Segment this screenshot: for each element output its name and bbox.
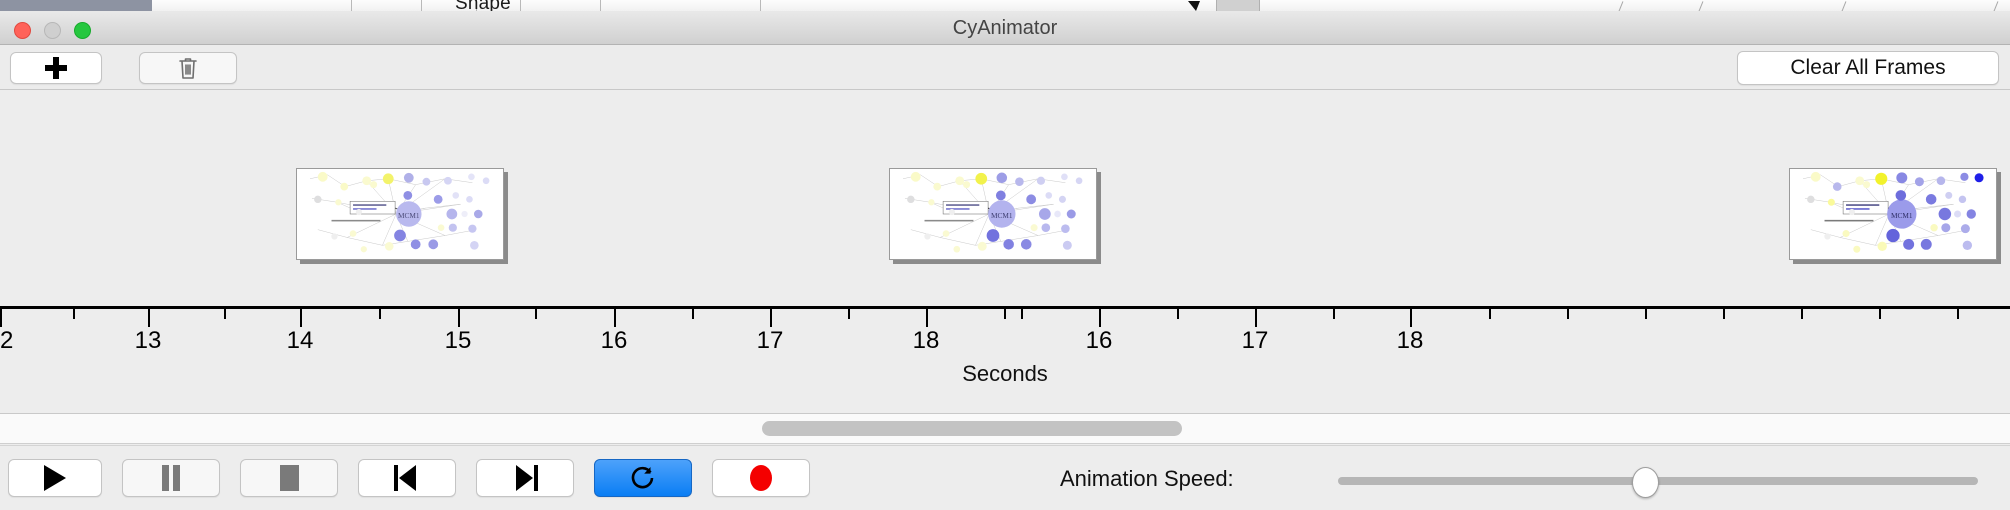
- pause-button[interactable]: [122, 459, 220, 497]
- svg-text:MCM1: MCM1: [398, 211, 420, 220]
- svg-text:MCM1: MCM1: [991, 211, 1013, 220]
- clear-all-frames-button[interactable]: Clear All Frames: [1737, 51, 1999, 85]
- axis-tick: [0, 309, 2, 327]
- network-graph-preview: MCM1: [902, 171, 1083, 253]
- axis-tick: [1255, 309, 1257, 327]
- stop-button[interactable]: [240, 459, 338, 497]
- background-toolbar-segment: [601, 0, 761, 11]
- background-toolbar-segment: [352, 0, 422, 11]
- axis-tick: [1723, 309, 1725, 319]
- title-bar: CyAnimator: [0, 11, 2010, 45]
- axis-tick: [1333, 309, 1335, 319]
- axis-tick-label: 13: [134, 327, 162, 354]
- stop-icon: [279, 465, 299, 491]
- play-button[interactable]: [8, 459, 102, 497]
- background-divider: [1840, 1, 1847, 11]
- axis-tick: [1957, 309, 1959, 319]
- skip-forward-icon: [512, 465, 538, 491]
- pause-icon: [160, 465, 182, 491]
- background-divider: [1617, 1, 1624, 11]
- axis-tick: [224, 309, 226, 319]
- axis-tick: [1567, 309, 1569, 319]
- axis-tick: [1879, 309, 1881, 319]
- frame-toolbar: Clear All Frames: [0, 45, 2010, 90]
- playback-bar: Animation Speed:: [0, 445, 2010, 510]
- previous-frame-button[interactable]: [358, 459, 456, 497]
- axis-tick-label: 12: [0, 327, 14, 354]
- minimize-button[interactable]: [44, 22, 61, 39]
- axis-tick: [1489, 309, 1491, 319]
- background-divider: [1992, 1, 1999, 11]
- timeline-scrollbar-thumb[interactable]: [762, 421, 1182, 436]
- axis-tick: [692, 309, 694, 319]
- skip-back-icon: [394, 465, 420, 491]
- axis-tick: [300, 309, 302, 327]
- axis-tick-label: 18: [912, 327, 940, 354]
- axis-tick: [770, 309, 772, 327]
- background-divider: [1697, 1, 1704, 11]
- trash-icon: [179, 58, 197, 79]
- network-graph-preview: MCM1: [309, 171, 490, 253]
- axis-tick: [379, 309, 381, 319]
- window-title: CyAnimator: [952, 17, 1058, 39]
- axis-tick: [73, 309, 75, 319]
- axis-tick-label: 16: [600, 327, 628, 354]
- play-icon: [44, 465, 66, 491]
- background-cursor-icon: [1188, 1, 1200, 11]
- axis-tick: [1410, 309, 1412, 327]
- background-toolbar-segment: [521, 0, 601, 11]
- axis-tick: [1645, 309, 1647, 319]
- axis-tick-label: 14: [286, 327, 314, 354]
- timeline-frame-thumbnail[interactable]: MCM1: [889, 168, 1097, 260]
- maximize-button[interactable]: [74, 22, 91, 39]
- background-shape-label: Shape: [455, 0, 511, 11]
- axis-tick-label: 15: [444, 327, 472, 354]
- background-selected-tab: [0, 0, 152, 11]
- loop-button[interactable]: [594, 459, 692, 497]
- axis-tick-label: 16: [1085, 327, 1113, 354]
- next-frame-button[interactable]: [476, 459, 574, 497]
- axis-tick: [148, 309, 150, 327]
- svg-text:MCM1: MCM1: [1891, 211, 1913, 220]
- axis-tick: [926, 309, 928, 327]
- axis-tick: [458, 309, 460, 327]
- add-frame-button[interactable]: [10, 52, 102, 84]
- axis-tick: [848, 309, 850, 319]
- record-icon: [750, 465, 772, 491]
- axis-tick: [1004, 309, 1006, 319]
- axis-tick: [1099, 309, 1101, 327]
- axis-tick: [535, 309, 537, 319]
- timeline-panel[interactable]: MCM1: [0, 90, 2010, 414]
- axis-tick-label: 18: [1396, 327, 1424, 354]
- background-button: [1216, 0, 1260, 11]
- animation-speed-label: Animation Speed:: [1060, 466, 1234, 491]
- network-graph-preview: MCM1: [1802, 171, 1984, 253]
- animation-speed-slider-thumb[interactable]: [1632, 467, 1659, 498]
- axis-tick: [614, 309, 616, 327]
- axis-tick: [1801, 309, 1803, 319]
- timeline-axis: [0, 306, 2010, 309]
- background-window-strip: Shape: [0, 0, 2010, 11]
- axis-tick: [1177, 309, 1179, 319]
- loop-icon: [631, 466, 654, 489]
- background-toolbar-segment: [152, 0, 352, 11]
- axis-title: Seconds: [962, 361, 1048, 386]
- timeline-frame-thumbnail[interactable]: MCM1: [1789, 168, 1997, 260]
- close-button[interactable]: [14, 22, 31, 39]
- delete-frame-button[interactable]: [139, 52, 237, 84]
- axis-tick: [1021, 309, 1023, 319]
- record-button[interactable]: [712, 459, 810, 497]
- timeline-scrollbar[interactable]: [0, 414, 2010, 444]
- axis-tick-label: 17: [1241, 327, 1269, 354]
- axis-tick-label: 17: [756, 327, 784, 354]
- background-toolbar-segment: [422, 0, 477, 11]
- plus-icon: [45, 57, 67, 79]
- background-toolbar-segment: [477, 0, 521, 11]
- timeline-frame-thumbnail[interactable]: MCM1: [296, 168, 504, 260]
